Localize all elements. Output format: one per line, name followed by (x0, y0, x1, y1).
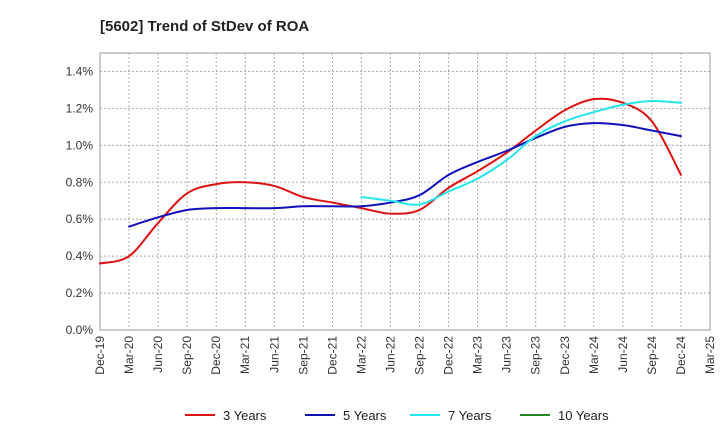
x-tick-label: Mar-23 (471, 336, 485, 374)
series-line-7-years (360, 99, 682, 206)
x-tick-label: Dec-19 (93, 336, 107, 375)
x-tick-label: Mar-21 (238, 336, 252, 374)
series-line-3-years (99, 97, 682, 265)
x-tick-label: Sep-24 (645, 336, 659, 375)
series-line-5-years (128, 122, 682, 228)
x-tick-label: Sep-23 (529, 336, 543, 375)
x-tick-label: Sep-22 (413, 336, 427, 375)
legend-item: 3 Years (185, 408, 267, 423)
x-tick-label: Dec-24 (674, 336, 688, 375)
series-lines (99, 97, 682, 265)
y-tick-label: 0.6% (66, 212, 94, 226)
x-tick-label: Jun-22 (383, 336, 397, 373)
x-tick-label: Dec-21 (325, 336, 339, 375)
legend-label: 3 Years (223, 408, 267, 423)
x-tick-label: Jun-20 (151, 336, 165, 373)
legend: 3 Years 5 Years 7 Years 10 Years (185, 408, 609, 423)
x-tick-label: Sep-21 (296, 336, 310, 375)
x-tick-label: Mar-24 (587, 336, 601, 374)
y-tick-label: 1.4% (66, 64, 94, 78)
x-tick-label: Mar-25 (703, 336, 717, 374)
x-tick-label: Dec-23 (558, 336, 572, 375)
y-tick-label: 0.0% (66, 323, 94, 337)
legend-item: 5 Years (305, 408, 387, 423)
legend-label: 7 Years (448, 408, 492, 423)
x-tick-label: Mar-20 (122, 336, 136, 374)
x-tick-label: Mar-22 (354, 336, 368, 374)
y-tick-label: 1.2% (66, 101, 94, 115)
axes: 0.0% 0.2% 0.4% 0.6% 0.8% 1.0% 1.2% 1.4% Dec-19 Ma… (66, 64, 717, 374)
y-tick-label: 1.0% (66, 138, 94, 152)
chart-title: [5602] Trend of StDev of ROA (100, 18, 309, 35)
legend-item: 10 Years (520, 408, 609, 423)
y-tick-label: 0.2% (66, 286, 94, 300)
legend-item: 7 Years (410, 408, 492, 423)
x-tick-label: Dec-22 (442, 336, 456, 375)
x-tick-label: Jun-21 (267, 336, 281, 373)
y-tick-label: 0.8% (66, 175, 94, 189)
x-tick-label: Jun-23 (500, 336, 514, 373)
y-tick-label: 0.4% (66, 249, 94, 263)
x-tick-label: Sep-20 (180, 336, 194, 375)
legend-label: 5 Years (343, 408, 387, 423)
legend-label: 10 Years (558, 408, 609, 423)
x-tick-label: Jun-24 (616, 336, 630, 373)
x-tick-label: Dec-20 (209, 336, 223, 375)
